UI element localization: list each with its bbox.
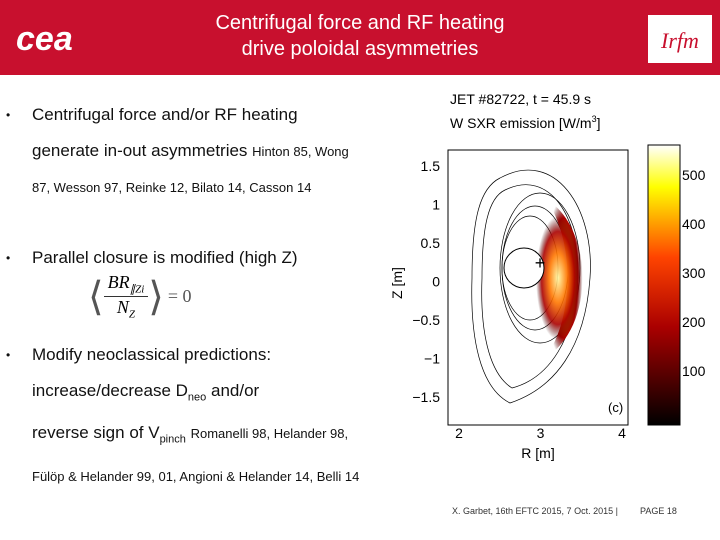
core (503, 247, 545, 289)
logo-cea: cea (16, 20, 73, 58)
formula-sub: Z (128, 308, 136, 321)
bullet-text: and/or (206, 381, 260, 400)
y-tick-label: 1 (432, 197, 440, 213)
formula-rhs: = 0 (167, 285, 192, 306)
logo-box (648, 15, 712, 63)
bullet: • Centrifugal force and/or RF heating gen… (6, 105, 349, 195)
bullet: • Modify neoclassical predictions: increas… (6, 345, 360, 484)
y-tick-label: 0.5 (421, 235, 441, 251)
figure: JET #82722, t = 45.9 s W SXR emission [W… (389, 91, 706, 461)
figure-subtitle: W SXR emission [W/m3] (450, 114, 600, 131)
footer-citation: X. Garbet, 16th EFTC 2015, 7 Oct. 2015 | (452, 506, 618, 516)
y-tick-label: −0.5 (412, 312, 440, 328)
logo-irfm: Irfm (660, 28, 699, 53)
bullet: • Parallel closure is modified (high Z) (6, 248, 298, 267)
colorbar-tick-label: 200 (682, 314, 706, 330)
emission (536, 216, 580, 340)
bullet-text: reverse sign of V (32, 423, 160, 443)
colorbar (647, 144, 681, 426)
x-tick-label: 4 (618, 425, 626, 441)
subscript: neo (187, 391, 207, 404)
x-tick-label: 2 (455, 425, 463, 441)
reference: Romanelli 98, Helander 98, Fülöp & Helan… (32, 426, 360, 484)
footer-page: PAGE 18 (640, 506, 677, 516)
colorbar-tick-label: 300 (682, 265, 706, 281)
colorbar-tick-label: 500 (682, 167, 706, 183)
colorbar-tick-label: 100 (682, 363, 706, 379)
y-tick-label: −1 (424, 351, 440, 367)
y-label: Z [m] (389, 267, 405, 299)
header-band: cea Irfm Centrifugal force and RF heatin… (0, 0, 720, 75)
subscript: pinch (159, 433, 186, 446)
formula-den: N (116, 296, 129, 317)
formula-sub: ∥Zi (129, 283, 145, 296)
reference: Hinton 85, Wong 87, Wesson 97, Reinke 12… (32, 144, 349, 195)
y-tick-label: 1.5 (421, 158, 441, 174)
y-tick-label: 0 (432, 274, 440, 290)
bullet-text: Parallel closure is modified (high Z) (32, 248, 298, 267)
formula-num: BR (107, 272, 130, 292)
bullet-text: Modify neoclassical predictions: (32, 345, 272, 364)
y-tick-label: −1.5 (412, 389, 440, 405)
title: drive poloidal asymmetries (241, 38, 479, 60)
panel-label: (c) (608, 400, 623, 415)
formula: ⟨ BR∥Zi NZ ⟩ = 0 (88, 272, 192, 321)
contours (471, 169, 591, 404)
bullet-text: Centrifugal force and/or RF heating gene… (32, 105, 298, 160)
title: Centrifugal force and RF heating (215, 12, 505, 34)
bullet-text: increase/decrease D (32, 381, 188, 400)
x-label: R [m] (521, 445, 554, 461)
axis-marker: + (535, 253, 546, 273)
x-tick-label: 3 (537, 425, 545, 441)
logos: cea Irfm (16, 15, 712, 63)
figure-title: JET #82722, t = 45.9 s (450, 91, 591, 107)
colorbar-tick-label: 400 (682, 216, 706, 232)
